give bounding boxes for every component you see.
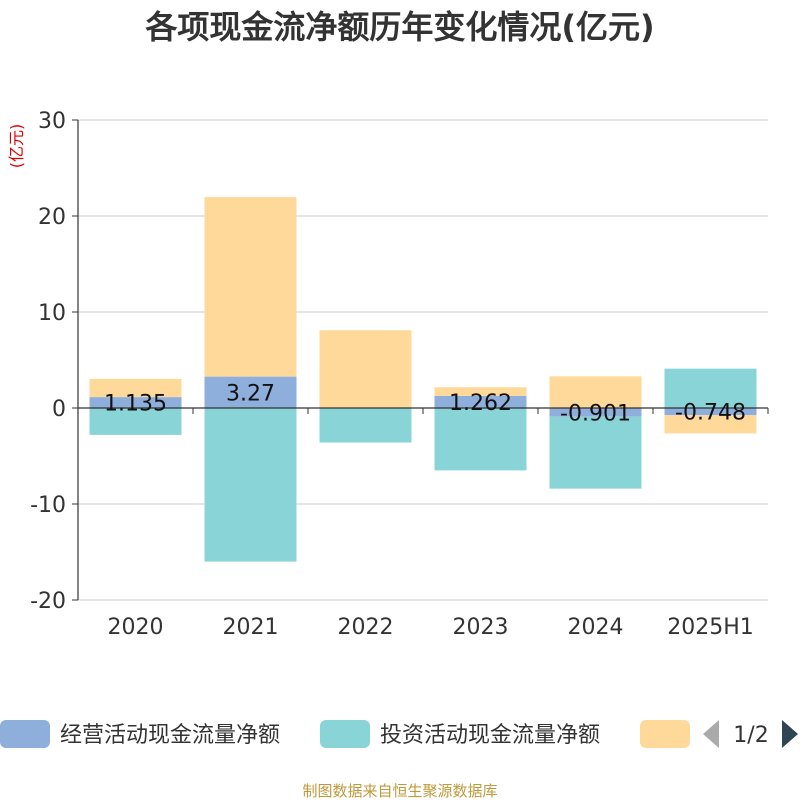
- legend-label: 经营活动现金流量净额: [60, 723, 280, 748]
- data-label: -0.901: [560, 401, 631, 426]
- triangle-left-icon[interactable]: [703, 720, 719, 748]
- y-tick-label: 30: [38, 109, 66, 134]
- bar-series-0-2024[interactable]: [549, 408, 642, 417]
- bar-series-0-2020[interactable]: [89, 397, 182, 408]
- bar-series-2-2022[interactable]: [319, 330, 412, 408]
- bar-series-1-2023[interactable]: [434, 408, 527, 471]
- legend-swatch: [640, 720, 690, 748]
- bar-series-2-2024[interactable]: [549, 376, 642, 408]
- chart-title: 各项现金流净额历年变化情况(亿元): [145, 8, 654, 46]
- bar-layer: [89, 197, 757, 562]
- legend-swatch: [320, 720, 370, 748]
- x-tick-label: 2020: [108, 615, 164, 640]
- bar-series-2-2025H1[interactable]: [664, 415, 757, 434]
- triangle-right-icon[interactable]: [782, 720, 798, 748]
- x-tick-label: 2025H1: [667, 615, 754, 640]
- data-label: -0.748: [675, 401, 746, 426]
- bar-series-1-2025H1[interactable]: [664, 368, 757, 408]
- y-tick-label: 0: [52, 397, 66, 422]
- x-tick-label: 2022: [338, 615, 394, 640]
- x-tick-label: 2021: [223, 615, 279, 640]
- y-tick-label: 10: [38, 301, 66, 326]
- legend: 经营活动现金流量净额 投资活动现金流量净额 1/2: [0, 720, 798, 748]
- legend-swatch: [0, 720, 50, 748]
- bar-series-1-2022[interactable]: [319, 408, 412, 443]
- bar-series-2-2021[interactable]: [204, 197, 297, 377]
- bar-series-1-2024[interactable]: [549, 416, 642, 489]
- legend-item-1[interactable]: 投资活动现金流量净额: [320, 720, 600, 748]
- x-tick-label: 2024: [568, 615, 624, 640]
- legend-item-2[interactable]: [640, 720, 690, 748]
- bar-series-2-2020[interactable]: [89, 378, 182, 398]
- bar-series-0-2023[interactable]: [434, 395, 527, 408]
- bar-series-1-2020[interactable]: [89, 408, 182, 435]
- data-label: 3.27: [226, 381, 275, 406]
- grid-layer: [78, 119, 768, 601]
- source-note: 制图数据来自恒生聚源数据库: [302, 782, 497, 800]
- bar-series-0-2021[interactable]: [204, 376, 297, 408]
- y-tick-label: -20: [30, 589, 66, 614]
- axis-layer: 30 20 10 0 -10 -20 2020 2021 2022 2023 2024 2025H1: [30, 109, 769, 640]
- y-tick-label: -10: [30, 493, 66, 518]
- bar-series-0-2025H1[interactable]: [664, 408, 757, 416]
- bar-series-1-2021[interactable]: [204, 408, 297, 562]
- y-tick-label: 20: [38, 205, 66, 230]
- y-unit-label: (亿元): [7, 124, 26, 169]
- bar-series-2-2023[interactable]: [434, 387, 527, 396]
- label-layer: 1.135 3.27 1.262 -0.901 -0.748: [104, 381, 746, 426]
- data-label: 1.262: [449, 391, 512, 416]
- data-label: 1.135: [104, 392, 167, 417]
- legend-item-0[interactable]: 经营活动现金流量净额: [0, 720, 280, 748]
- x-tick-label: 2023: [453, 615, 509, 640]
- legend-page-indicator: 1/2: [733, 723, 768, 748]
- legend-label: 投资活动现金流量净额: [380, 723, 600, 748]
